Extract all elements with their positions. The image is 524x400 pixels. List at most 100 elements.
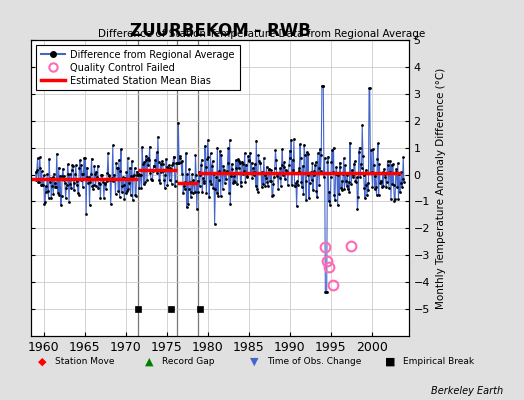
Point <box>251 161 259 167</box>
Point <box>238 160 247 167</box>
Legend: Difference from Regional Average, Quality Control Failed, Estimated Station Mean: Difference from Regional Average, Qualit… <box>36 45 239 90</box>
Point <box>230 173 238 180</box>
Point <box>270 165 279 172</box>
Point <box>297 179 305 186</box>
Point <box>103 170 112 176</box>
Point <box>193 178 202 184</box>
Point <box>353 174 361 181</box>
Point <box>106 176 114 183</box>
Point <box>247 170 255 176</box>
Point <box>312 188 321 194</box>
Point <box>203 156 211 162</box>
Point <box>396 180 405 186</box>
Point <box>195 182 204 189</box>
Point <box>280 159 289 166</box>
Point <box>346 170 355 176</box>
Point <box>130 172 138 178</box>
Point <box>131 192 139 198</box>
Point <box>47 174 55 181</box>
Point <box>83 164 91 171</box>
Point <box>82 211 90 217</box>
Point <box>353 206 362 212</box>
Point <box>141 178 149 185</box>
Point <box>173 160 182 167</box>
Point <box>315 146 324 152</box>
Point <box>391 196 399 202</box>
Point <box>296 141 304 147</box>
Point <box>237 179 245 185</box>
Point <box>258 169 267 175</box>
Point <box>92 182 100 189</box>
Point <box>271 147 280 153</box>
Point <box>390 198 399 204</box>
Point <box>316 168 325 174</box>
Point <box>396 189 404 195</box>
Point <box>206 150 215 157</box>
Point <box>380 171 389 177</box>
Point <box>241 150 249 156</box>
Point <box>267 166 276 173</box>
Point <box>91 171 99 177</box>
Point <box>299 191 308 197</box>
Point <box>146 144 154 150</box>
Point <box>102 178 111 184</box>
Point <box>178 170 186 177</box>
Point <box>246 150 254 156</box>
Point <box>220 163 228 169</box>
Point <box>180 186 189 193</box>
Point <box>137 185 146 191</box>
Point <box>254 189 262 195</box>
Point <box>107 176 116 182</box>
Point <box>305 195 313 201</box>
Point <box>141 157 150 163</box>
Point <box>245 157 254 164</box>
Point <box>101 180 110 186</box>
Point <box>331 196 339 203</box>
Point <box>357 161 365 168</box>
Point <box>48 174 57 180</box>
Point <box>300 142 308 148</box>
Point <box>207 181 215 188</box>
Point <box>277 183 285 189</box>
Point <box>232 164 241 171</box>
Point <box>263 164 271 170</box>
Point <box>248 175 256 181</box>
Point <box>56 172 64 179</box>
Point <box>362 182 370 188</box>
Point <box>291 183 299 190</box>
Point <box>50 170 58 177</box>
Y-axis label: Monthly Temperature Anomaly Difference (°C): Monthly Temperature Anomaly Difference (… <box>435 67 445 309</box>
Point <box>59 166 67 172</box>
Point <box>94 162 102 169</box>
Point <box>38 168 46 174</box>
Point <box>287 136 296 143</box>
Point <box>244 153 252 159</box>
Point <box>116 168 125 174</box>
Point <box>286 147 294 154</box>
Point <box>32 167 41 173</box>
Point <box>80 155 88 161</box>
Point <box>312 159 320 165</box>
Point <box>175 160 183 166</box>
Point <box>157 161 165 167</box>
Point <box>245 157 253 164</box>
Point <box>88 156 96 162</box>
Point <box>319 82 327 89</box>
Point <box>254 152 263 158</box>
Point <box>214 177 223 183</box>
Point <box>57 202 65 208</box>
Point <box>137 172 145 178</box>
Point <box>356 174 364 180</box>
Point <box>328 159 336 165</box>
Point <box>113 165 122 171</box>
Point <box>193 206 201 212</box>
Point <box>199 175 207 182</box>
Point <box>52 150 61 157</box>
Point <box>104 173 113 180</box>
Text: ▼: ▼ <box>250 357 258 367</box>
Point <box>41 183 50 189</box>
Point <box>65 199 73 206</box>
Point <box>216 192 225 199</box>
Point <box>379 183 388 189</box>
Point <box>106 201 115 208</box>
